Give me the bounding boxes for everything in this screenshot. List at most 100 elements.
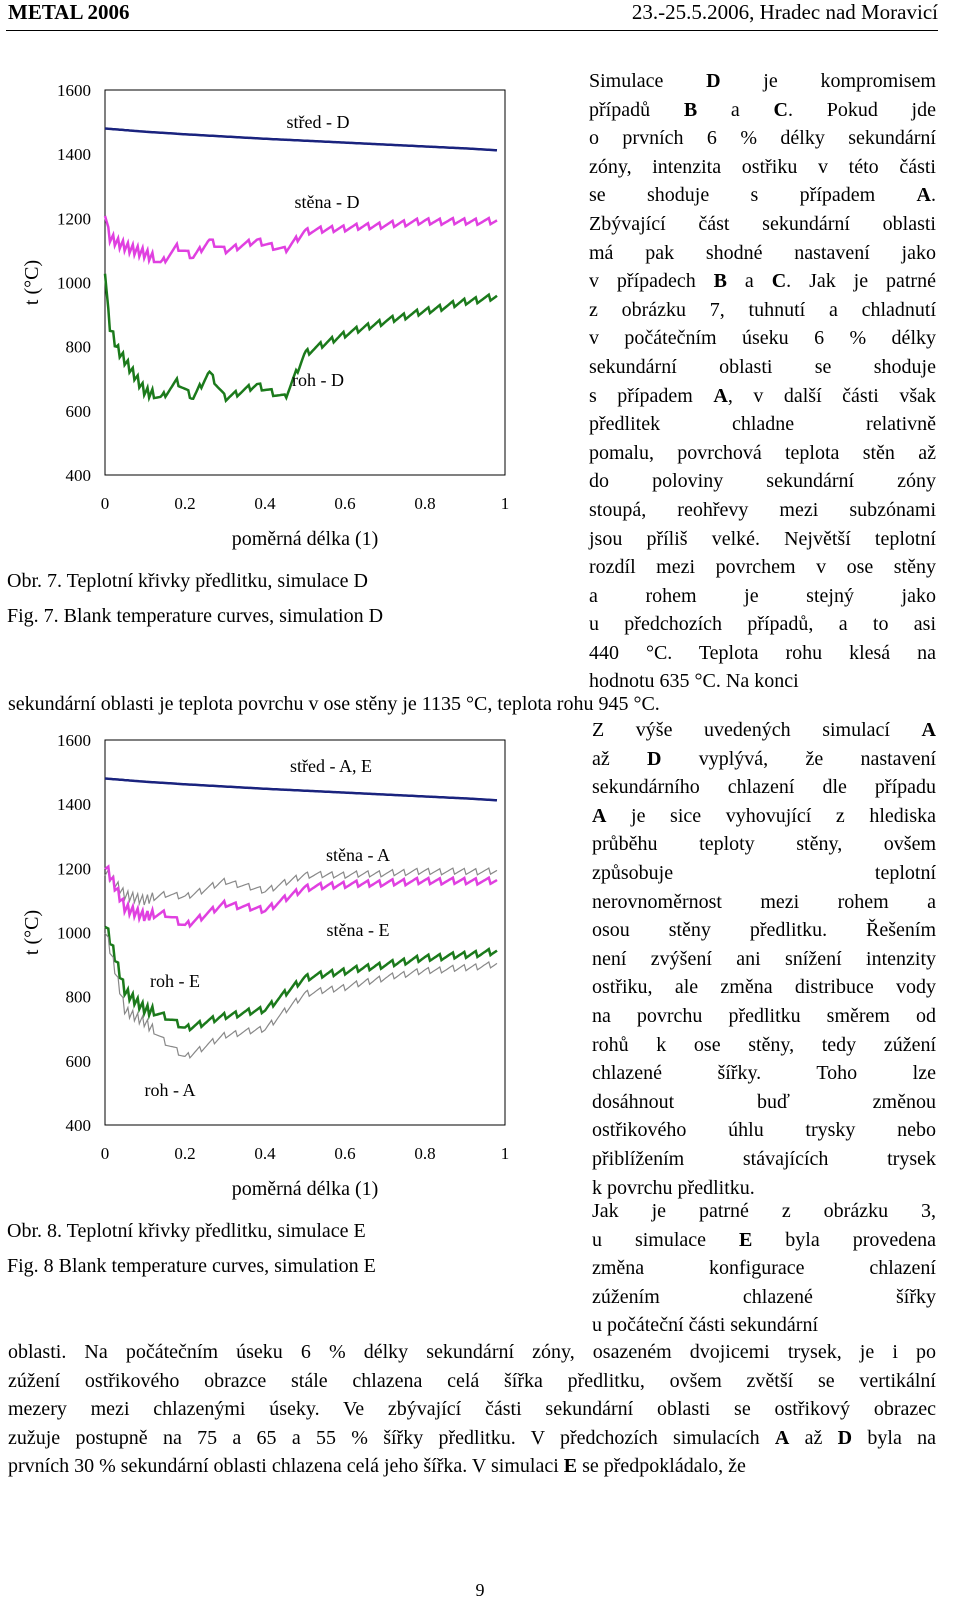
paragraph-1-line: předlitek chladne relativně <box>589 413 936 436</box>
paragraph-2-column: Z výše uvedených simulací A až D vyplývá,… <box>592 716 936 1202</box>
series-label: stěna - D <box>295 192 360 212</box>
paragraph-1-line: u předchozích případů, a to asi <box>589 613 936 636</box>
series-line-0 <box>104 127 498 152</box>
series-line-0 <box>104 777 498 802</box>
paragraph-1-line: z obrázku 7, tuhnutí a chladnutí <box>589 298 936 321</box>
paragraph-3-line: u simulace E byla provedena <box>592 1228 936 1251</box>
paragraph-2-line: ostřiku, ale změna distribuce vody <box>592 976 936 999</box>
paragraph-2-line: přiblížením stávajících trysek <box>592 1147 936 1170</box>
paragraph-1-line: případů B a C. Pokud jde <box>589 98 936 121</box>
y-tick-label: 1200 <box>57 209 91 228</box>
paragraph-1-line: zóny, intenzita ostřiku v této části <box>589 155 936 178</box>
paragraph-2-line: není zvýšení ani snížení intenzity <box>592 947 936 970</box>
figure-7-chart: 400 600 800 1000 1200 1400 1600 0 0.2 0.4 0.6 0.8 1 p… <box>21 81 510 550</box>
x-tick-label: 0.6 <box>334 494 355 513</box>
paragraph-3-full-width: oblasti. Na počátečním úseku 6 % délky s… <box>8 1338 936 1481</box>
y-tick-label: 800 <box>66 988 92 1007</box>
paragraph-1-line: do poloviny sekundární zóny <box>589 470 936 493</box>
y-tick-label: 1000 <box>57 274 91 293</box>
plot-frame <box>104 739 506 1126</box>
paragraph-1-line: jsou příliš velké. Největší teplotní <box>589 527 936 550</box>
paragraph-3-full-line: oblasti. Na počátečním úseku 6 % délky s… <box>8 1341 936 1363</box>
paragraph-1-line: a rohem je stejný jako <box>589 584 936 607</box>
paragraph-2-line: sekundárního chlazení dle případu <box>592 776 936 799</box>
y-tick-label: 1200 <box>57 859 91 878</box>
paragraph-2-line: A je sice vyhovující z hlediska <box>592 804 936 827</box>
paragraph-1-line: v počátečním úseku 6 % délky <box>589 327 936 350</box>
series-label: střed - D <box>287 112 350 132</box>
paragraph-3-full-line: zúžení ostřikového obrazce stále chlazen… <box>8 1369 936 1392</box>
paragraph-2-line: způsobuje teplotní <box>592 861 936 884</box>
paragraph-1-line: rozdíl mezi povrchem v ose stěny <box>589 556 936 579</box>
paragraph-1-line: sekundární oblasti se shoduje <box>589 355 936 378</box>
paragraph-3-full-line: prvních 30 % sekundární oblasti chlazena… <box>8 1455 746 1478</box>
paragraph-2-line: rohů k ose stěny, tedy zúžení <box>592 1033 936 1056</box>
header-rule <box>6 30 938 31</box>
x-tick-label: 0.6 <box>334 1144 355 1163</box>
x-tick-label: 0 <box>101 494 110 513</box>
x-tick-label: 0.8 <box>414 494 435 513</box>
paragraph-1-line: s případem A, v další části však <box>589 384 936 407</box>
y-tick-label: 1000 <box>57 924 91 943</box>
paragraph-2-line: Z výše uvedených simulací A <box>592 719 936 741</box>
paragraph-1-line: má pak shodné nastavení jako <box>589 241 936 264</box>
figure-7-caption-en: Fig. 7. Blank temperature curves, simula… <box>7 605 384 627</box>
y-tick-label: 1600 <box>57 731 91 750</box>
header-date-place: 23.-25.5.2006, Hradec nad Moravicí <box>631 0 938 24</box>
paragraph-1-line: se shoduje s případem A. <box>589 184 936 207</box>
series-line-4 <box>104 932 498 1059</box>
series-label: stěna - E <box>327 920 390 940</box>
y-tick-label: 1600 <box>57 81 91 100</box>
series-label: stěna - A <box>326 845 390 865</box>
figure-8-chart: 400 600 800 1000 1200 1400 1600 0 0.2 0.4 0.6 0.8 1 p… <box>21 731 509 1200</box>
y-axis-label: t (°C) <box>21 910 43 955</box>
paragraph-1-line: hodnotu 635 °C. Na konci <box>589 670 799 693</box>
page-number: 9 <box>475 1580 485 1600</box>
y-tick-label: 1400 <box>57 145 91 164</box>
figure-8-caption-cz: Obr. 8. Teplotní křivky předlitku, simul… <box>7 1220 366 1242</box>
y-tick-label: 600 <box>66 1052 92 1071</box>
paragraph-1-line: pomalu, povrchová teplota stěn až <box>589 441 936 464</box>
series-line-1 <box>104 867 498 907</box>
paragraph-2-line: k povrchu předlitku. <box>592 1176 755 1199</box>
paragraph-1-line: 440 °C. Teplota rohu klesá na <box>589 641 936 664</box>
paragraph-1-line: Simulace D je kompromisem <box>589 70 936 92</box>
paragraph-2-line: osou stěny předlitku. Řešením <box>592 919 936 942</box>
paragraph-3-column: Jak je patrné z obrázku 3, u simulace E b… <box>592 1197 936 1340</box>
y-tick-label: 600 <box>66 402 92 421</box>
x-tick-label: 0.2 <box>174 1144 195 1163</box>
paragraph-1-line: o prvních 6 % délky sekundární <box>589 127 936 150</box>
header-conference: METAL 2006 <box>8 0 130 24</box>
series-line-2 <box>104 864 498 929</box>
paragraph-2-line: ostřikového úhlu trysky nebo <box>592 1119 936 1142</box>
y-tick-label: 1400 <box>57 795 91 814</box>
paragraph-2-line: dosáhnout buď změnou <box>592 1090 936 1113</box>
paragraph-3-line: zúžením chlazené šířky <box>592 1285 936 1308</box>
y-axis-label: t (°C) <box>21 260 43 305</box>
series-label: roh - D <box>292 370 344 390</box>
paragraph-3-full-line: mezery mezi chlazenými úseky. Ve zbývají… <box>8 1398 936 1421</box>
paragraph-1-line: Zbývající část sekundární oblasti <box>589 212 936 235</box>
series-line-1 <box>103 215 498 266</box>
series-label: střed - A, E <box>290 756 372 776</box>
paragraph-2-line: nerovnoměrnost mezi rohem a <box>592 890 936 913</box>
series-label: roh - A <box>145 1080 196 1100</box>
y-tick-label: 800 <box>66 338 92 357</box>
x-tick-label: 0.2 <box>174 494 195 513</box>
paragraph-2-line: průběhu teploty stěny, ovšem <box>592 833 936 856</box>
x-axis-label: poměrná délka (1) <box>232 528 379 550</box>
x-tick-label: 0.8 <box>414 1144 435 1163</box>
paragraph-2-line: na povrchu předlitku směrem od <box>592 1004 936 1027</box>
paragraph-1-column: Simulace D je kompromisem případů B a C. … <box>589 67 936 696</box>
paragraph-3-full-line: zužuje postupně na 75 a 65 a 55 % šířky … <box>8 1426 936 1449</box>
x-tick-label: 0 <box>101 1144 110 1163</box>
paragraph-2-line: chlazené šířky. Toho lze <box>592 1062 936 1085</box>
figure-7-caption-cz: Obr. 7. Teplotní křivky předlitku, simul… <box>7 570 368 592</box>
paragraph-1-line: stoupá, reohřevy mezi subzónami <box>589 498 936 521</box>
x-tick-label: 1 <box>501 494 510 513</box>
y-tick-label: 400 <box>66 466 92 485</box>
figure-8-caption-en: Fig. 8 Blank temperature curves, simulat… <box>7 1255 376 1277</box>
y-tick-label: 400 <box>66 1116 92 1135</box>
x-tick-label: 0.4 <box>254 494 276 513</box>
x-tick-label: 0.4 <box>254 1144 276 1163</box>
